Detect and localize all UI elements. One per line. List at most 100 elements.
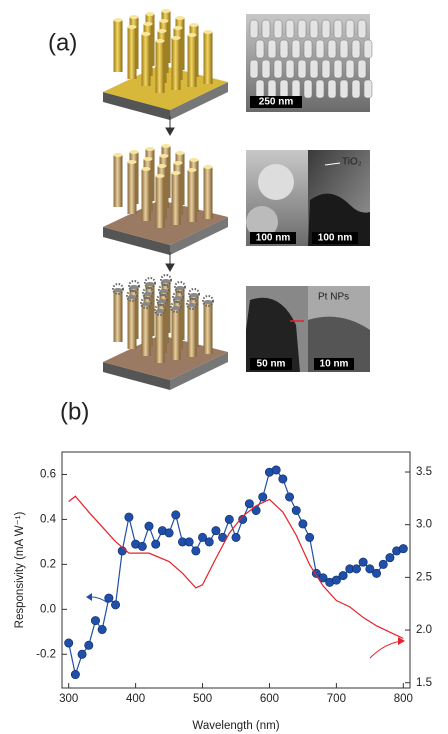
y-tick-label: -0.2 (36, 648, 56, 660)
x-tick-label: 300 (59, 693, 78, 705)
nanorod-top (174, 26, 183, 30)
nanorod (128, 297, 137, 349)
x-axis-label: Wavelength (nm) (192, 720, 279, 732)
nanorod (128, 27, 137, 79)
nanorod-top (142, 167, 151, 171)
nanorod-top (160, 154, 169, 158)
sem-images: 250 nm 100 nm 100 nm TiO₂ Pt NPs 50 nm 1… (246, 14, 372, 372)
data-point (192, 547, 200, 555)
nanorod-top (174, 296, 183, 300)
nanorod-top (114, 288, 123, 292)
data-point (299, 520, 307, 528)
sem-rod (274, 60, 282, 78)
sem-rod (280, 40, 288, 58)
y-tick-label: 0.0 (40, 603, 56, 615)
nanorod-top (146, 282, 155, 286)
nanorod-top (172, 171, 181, 175)
data-point (399, 544, 407, 552)
y-tick-label: 0.6 (40, 469, 56, 481)
nanorod-top (128, 295, 137, 299)
nanorod-top (114, 153, 123, 157)
y-tick-label: 0.4 (40, 513, 57, 525)
nanorod-top (190, 158, 199, 162)
nanorod (142, 304, 151, 356)
sem-rod (322, 20, 330, 38)
data-point (85, 641, 93, 649)
data-point (71, 670, 79, 678)
y2-tick-label: 1.5 (416, 677, 432, 689)
sem-rod (262, 20, 270, 38)
nanorod-top (130, 285, 139, 289)
sem-rod (340, 40, 348, 58)
sem-rod (346, 60, 354, 78)
panel-label: (b) (60, 398, 89, 425)
x-tick-label: 600 (260, 693, 279, 705)
nanorod (172, 38, 181, 90)
sem-rod (286, 60, 294, 78)
nanorod-top (172, 306, 181, 310)
nanorod-top (188, 33, 197, 37)
data-point (245, 499, 253, 507)
nanorod-top (146, 147, 155, 151)
y2-tick-label: 3.0 (416, 519, 432, 531)
data-point (292, 506, 300, 514)
annotation: Pt NPs (318, 292, 349, 303)
nanorod-top (162, 279, 171, 283)
data-point (145, 522, 153, 530)
nanorod-top (158, 299, 167, 303)
figure: (a) (b) 250 nm 100 nm 100 nm TiO₂ Pt NPs… (0, 0, 448, 734)
sem-rod (346, 20, 354, 38)
data-point (225, 515, 233, 523)
nanorod-top (172, 36, 181, 40)
nanorod-top (188, 303, 197, 307)
sem-rod (268, 80, 276, 98)
sem-rod (334, 20, 342, 38)
sem-rod (364, 80, 372, 98)
sem-rod (298, 20, 306, 38)
x-tick-label: 400 (126, 693, 145, 705)
nanorod (204, 167, 213, 219)
sem-rod (352, 80, 360, 98)
nanorod-top (128, 25, 137, 29)
nanorod-illustrations (103, 9, 228, 390)
nanorod-top (142, 32, 151, 36)
data-point (91, 616, 99, 624)
nanorod-top (190, 23, 199, 27)
data-point (78, 650, 86, 658)
nanorod-top (204, 30, 213, 34)
nanorod (156, 41, 165, 93)
nanorod-top (114, 18, 123, 22)
panel-label: (a) (48, 29, 77, 56)
nanorod-top (176, 286, 185, 290)
nanorod (172, 173, 181, 225)
nanorod (156, 176, 165, 228)
nanorod (128, 162, 137, 214)
sem-rod (304, 40, 312, 58)
nanorod-top (160, 19, 169, 23)
sem-rod (358, 60, 366, 78)
data-point (111, 601, 119, 609)
nanorod-top (144, 292, 153, 296)
sem-rod (262, 60, 270, 78)
nanorod (156, 311, 165, 363)
data-point (172, 511, 180, 519)
y-tick-label: 0.2 (40, 558, 56, 570)
x-tick-label: 700 (327, 693, 346, 705)
nanorod-top (144, 157, 153, 161)
sem-rod (310, 20, 318, 38)
nanorod-top (158, 164, 167, 168)
scale-bar-label: 100 nm (318, 233, 353, 244)
sem-rod (352, 40, 360, 58)
nanorod (142, 169, 151, 221)
sem-rod (316, 80, 324, 98)
nanorod-top (176, 151, 185, 155)
axis-arrow (370, 641, 402, 658)
data-point (151, 540, 159, 548)
sem-rod (364, 40, 372, 58)
nanorod-top (174, 161, 183, 165)
sem-rod (286, 20, 294, 38)
sem-rod (310, 60, 318, 78)
nanorod (114, 155, 123, 207)
data-point (205, 538, 213, 546)
data-point (339, 571, 347, 579)
